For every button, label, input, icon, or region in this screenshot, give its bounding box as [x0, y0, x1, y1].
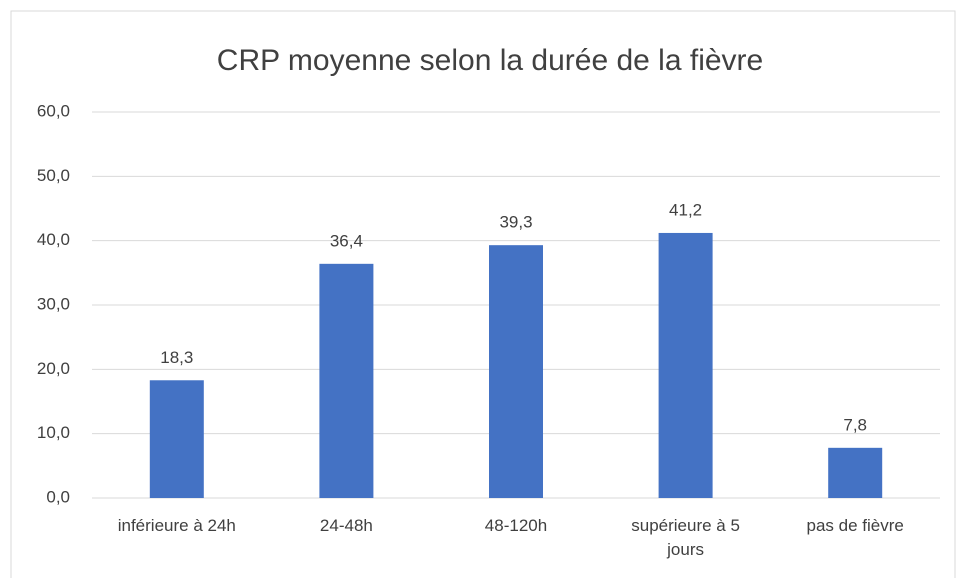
chart-border	[10, 10, 956, 578]
bar	[489, 245, 543, 498]
data-label: 7,8	[843, 415, 867, 434]
x-tick-label: inférieure à 24h	[117, 516, 236, 535]
x-tick-label: 48-120h	[484, 516, 548, 535]
data-label: 39,3	[499, 213, 532, 232]
bar	[149, 380, 204, 498]
bar	[319, 263, 374, 498]
y-tick-label: 0,0	[46, 487, 70, 506]
x-tick-label: pas de fièvre	[806, 516, 904, 535]
y-tick-label: 10,0	[37, 423, 70, 442]
y-tick-label: 20,0	[37, 359, 70, 378]
x-tick-label: 24-48h	[319, 516, 373, 535]
data-label: 41,2	[669, 200, 702, 219]
data-label: 36,4	[330, 231, 363, 250]
bar	[828, 447, 883, 498]
y-tick-label: 50,0	[37, 166, 70, 185]
y-tick-label: 40,0	[37, 230, 70, 249]
chart-title: CRP moyenne selon la durée de la fièvre	[217, 44, 763, 77]
bar	[658, 232, 713, 499]
data-label: 18,3	[160, 348, 193, 367]
y-tick-label: 60,0	[37, 101, 70, 120]
x-tick-label: supérieure à 5 jours	[631, 516, 740, 559]
y-tick-label: 30,0	[37, 294, 70, 313]
